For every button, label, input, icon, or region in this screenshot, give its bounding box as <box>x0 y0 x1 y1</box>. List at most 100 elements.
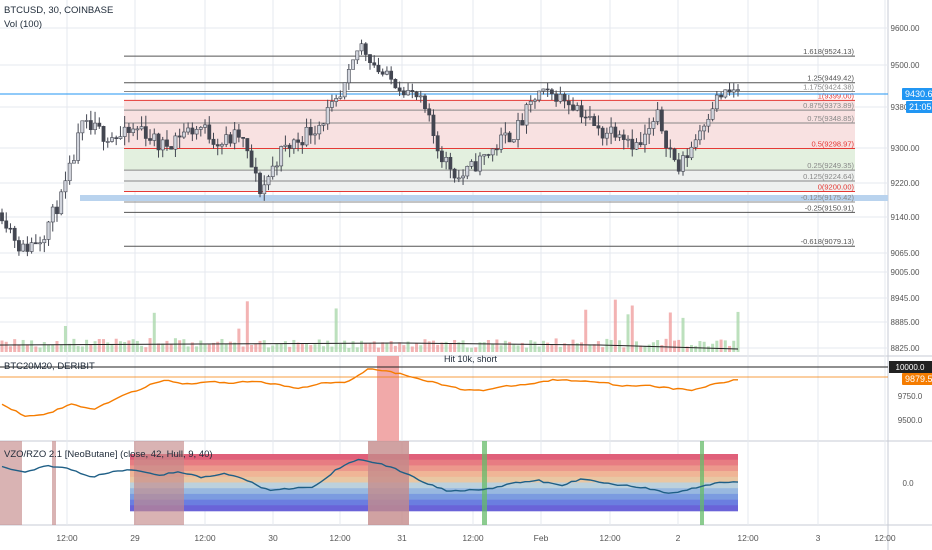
volume-bar <box>157 343 161 352</box>
volume-bar <box>736 311 740 352</box>
volume-bar <box>643 345 647 352</box>
volume-bar <box>148 338 152 352</box>
volume-bar <box>431 340 435 352</box>
candle-body <box>241 137 246 139</box>
candle-body <box>401 90 406 96</box>
volume-bar <box>503 340 507 352</box>
volume-bar <box>313 344 317 352</box>
candle-body <box>0 212 4 222</box>
volume-bar <box>529 340 533 352</box>
volume-bar <box>423 339 427 352</box>
candle-body <box>342 82 347 98</box>
candle-body <box>139 126 144 130</box>
candle-body <box>93 122 97 131</box>
price-scale-label: 9380.00 <box>891 103 920 112</box>
oscillator-legend[interactable]: VZO/RZO 2.1 [NeoButane] (close, 42, Hull… <box>4 449 213 460</box>
volume-bar <box>664 338 668 352</box>
candle-body <box>575 105 580 111</box>
candle-body <box>681 155 685 172</box>
candle-body <box>266 176 271 186</box>
volume-bar <box>8 346 12 352</box>
candle-body <box>165 139 169 147</box>
candle-body <box>313 133 317 136</box>
volume-bar <box>195 346 199 352</box>
candle-body <box>372 62 377 66</box>
volume-bar <box>419 345 423 352</box>
candle-body <box>423 95 427 110</box>
candle-body <box>596 125 601 129</box>
candle-body <box>676 159 681 172</box>
candle-body <box>520 120 525 126</box>
time-axis-label: 12:00 <box>599 533 621 543</box>
candle-body <box>507 132 512 143</box>
candle-body <box>511 139 516 143</box>
volume-bar <box>389 341 393 352</box>
symbol-legend[interactable]: BTCUSD, 30, COINBASE <box>4 5 114 16</box>
volume-bar <box>144 347 148 352</box>
volume-bar <box>660 344 664 352</box>
volume-bar <box>300 343 304 352</box>
volume-bar <box>715 340 719 352</box>
volume-bar <box>203 344 207 352</box>
futures-high-tag-bg <box>889 361 932 373</box>
volume-bar <box>520 342 524 352</box>
volume-bar <box>182 339 186 352</box>
candle-body <box>406 90 410 96</box>
futures-scale-label: 9750.0 <box>898 392 923 401</box>
volume-legend[interactable]: Vol (100) <box>4 19 43 30</box>
volume-bar <box>668 312 672 352</box>
oscillator-zone-band <box>130 505 738 512</box>
volume-bar <box>626 314 630 352</box>
price-scale-label: 9140.00 <box>891 213 920 222</box>
candle-body <box>46 221 51 240</box>
candle-body <box>131 128 136 133</box>
volume-bar <box>17 344 21 352</box>
fib-label: -0.618(9079.13) <box>801 237 855 246</box>
volume-bar <box>385 342 389 352</box>
volume-bar <box>415 343 419 352</box>
candle-body <box>177 135 182 138</box>
volume-bar <box>719 339 723 352</box>
volume-bar <box>216 341 220 352</box>
price-scale-label: 9065.00 <box>891 249 920 258</box>
candle-body <box>80 120 85 134</box>
futures-legend[interactable]: BTC20M20, DERIBIT <box>4 361 95 372</box>
volume-bar <box>224 343 228 352</box>
candle-body <box>181 131 186 138</box>
signal-bar <box>700 441 704 525</box>
candle-body <box>207 124 212 140</box>
candle-body <box>537 90 542 101</box>
volume-bar <box>634 341 638 352</box>
short-annotation[interactable]: Hit 10k, short <box>444 354 498 364</box>
volume-bar <box>427 341 431 352</box>
candle-body <box>473 161 478 172</box>
candle-body <box>655 109 660 122</box>
price-scale-label: 9300.00 <box>891 144 920 153</box>
candle-body <box>228 134 233 144</box>
volume-bar <box>271 345 275 352</box>
candle-body <box>283 144 288 147</box>
candle-body <box>84 120 89 122</box>
volume-bar <box>372 341 376 352</box>
volume-bar <box>681 317 685 352</box>
volume-bar <box>114 338 118 352</box>
candle-body <box>300 142 305 146</box>
candle-body <box>693 139 698 148</box>
candle-body <box>304 126 309 146</box>
fib-label: -0.25(9150.91) <box>805 203 855 212</box>
volume-bar <box>541 340 545 352</box>
candle-body <box>88 120 93 131</box>
volume-bar <box>689 344 693 352</box>
volume-bar <box>211 342 215 352</box>
candle-body <box>4 220 9 229</box>
volume-bar <box>516 345 520 352</box>
volume-bar <box>110 343 114 352</box>
volume-bar <box>55 341 59 352</box>
candle-body <box>258 172 262 195</box>
candle-body <box>160 139 165 151</box>
candle-body <box>12 227 17 241</box>
volume-bar <box>639 345 643 352</box>
candle-body <box>380 71 385 75</box>
volume-bar <box>364 343 368 352</box>
